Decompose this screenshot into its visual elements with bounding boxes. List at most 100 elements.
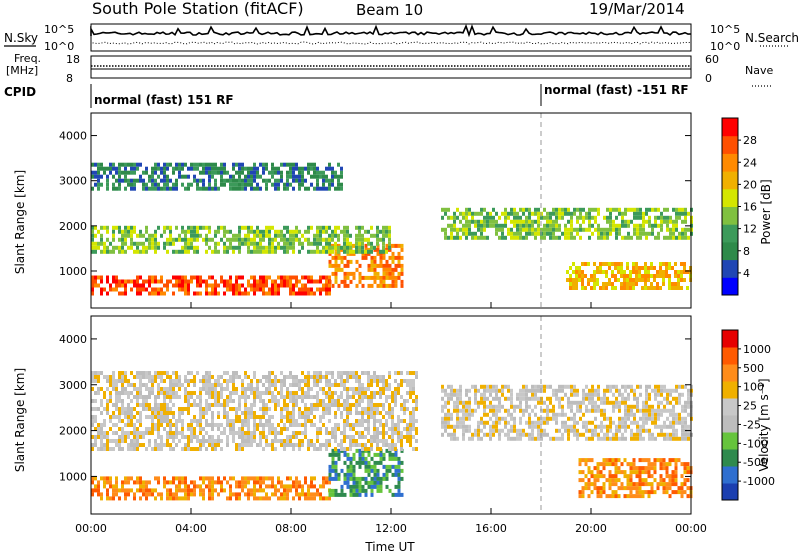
echo-cell xyxy=(196,279,199,284)
echo-cell xyxy=(370,488,374,493)
echo-cell xyxy=(591,231,594,236)
echo-cell xyxy=(453,211,456,216)
echo-cell xyxy=(510,412,513,417)
echo-cell xyxy=(603,412,606,417)
echo-cell xyxy=(109,375,112,379)
echo-cell xyxy=(666,219,669,224)
echo-cell xyxy=(289,383,292,387)
echo-cell xyxy=(181,427,184,431)
echo-cell xyxy=(546,416,549,421)
echo-cell xyxy=(400,279,404,284)
echo-cell xyxy=(160,391,163,395)
echo-cell xyxy=(328,283,331,288)
echo-cell xyxy=(133,182,136,187)
echo-cell xyxy=(289,439,292,443)
echo-cell xyxy=(154,182,157,187)
echo-cell xyxy=(636,420,639,425)
echo-cell xyxy=(346,249,349,254)
echo-cell xyxy=(103,431,106,435)
echo-cell xyxy=(187,229,190,234)
echo-cell xyxy=(115,415,118,419)
echo-cell xyxy=(226,435,229,439)
echo-cell xyxy=(370,435,373,439)
echo-cell xyxy=(307,383,310,387)
echo-cell xyxy=(337,423,340,427)
echo-cell xyxy=(184,287,187,292)
echo-cell xyxy=(223,170,226,175)
echo-cell xyxy=(163,182,166,187)
echo-cell xyxy=(313,403,316,407)
echo-cell xyxy=(97,484,100,489)
echo-cell xyxy=(247,431,250,435)
echo-cell xyxy=(376,427,379,431)
echo-cell xyxy=(388,271,392,276)
echo-cell xyxy=(151,447,154,451)
echo-cell xyxy=(190,166,193,171)
echo-cell xyxy=(241,237,244,242)
echo-cell xyxy=(596,494,600,499)
echo-cell xyxy=(154,245,157,250)
echo-cell xyxy=(187,395,190,399)
echo-cell xyxy=(205,233,208,238)
echo-cell xyxy=(638,494,642,499)
echo-cell xyxy=(247,387,250,391)
echo-cell xyxy=(112,229,115,234)
echo-cell xyxy=(91,415,94,419)
echo-cell xyxy=(337,452,341,457)
echo-cell xyxy=(579,227,582,232)
echo-cell xyxy=(163,174,166,179)
echo-cell xyxy=(501,384,504,389)
echo-cell xyxy=(229,407,232,411)
echo-cell xyxy=(214,480,217,485)
echo-cell xyxy=(346,476,350,481)
echo-cell xyxy=(337,255,341,260)
echo-cell xyxy=(133,229,136,234)
echo-cell xyxy=(322,283,325,288)
echo-cell xyxy=(286,415,289,419)
echo-cell xyxy=(241,166,244,171)
echo-cell xyxy=(651,420,654,425)
echo-cell xyxy=(367,241,370,246)
echo-cell xyxy=(286,178,289,183)
echo-cell xyxy=(220,162,223,167)
echo-cell xyxy=(127,443,130,447)
echo-cell xyxy=(660,384,663,389)
echo-cell xyxy=(229,178,232,183)
echo-cell xyxy=(151,275,154,280)
echo-cell xyxy=(316,178,319,183)
echo-cell xyxy=(280,439,283,443)
echo-cell xyxy=(274,383,277,387)
echo-cell xyxy=(572,262,575,266)
echo-cell xyxy=(620,470,624,475)
echo-cell xyxy=(672,424,675,429)
echo-cell xyxy=(540,384,543,389)
echo-cell xyxy=(196,166,199,171)
echo-cell xyxy=(220,237,223,242)
echo-cell xyxy=(468,404,471,409)
echo-cell xyxy=(271,245,274,250)
colorbar-swatch xyxy=(722,259,738,278)
echo-cell xyxy=(289,423,292,427)
echo-cell xyxy=(298,287,301,292)
echo-cell xyxy=(163,399,166,403)
echo-cell xyxy=(133,496,136,501)
echo-cell xyxy=(668,262,671,266)
echo-cell xyxy=(160,371,163,375)
echo-cell xyxy=(325,431,328,435)
echo-cell xyxy=(253,431,256,435)
echo-cell xyxy=(154,407,157,411)
echo-cell xyxy=(561,388,564,393)
echo-cell xyxy=(118,488,121,493)
echo-cell xyxy=(612,392,615,397)
echo-cell xyxy=(298,439,301,443)
echo-cell xyxy=(465,400,468,405)
echo-cell xyxy=(271,427,274,431)
echo-cell xyxy=(352,472,356,477)
echo-cell xyxy=(627,416,630,421)
echo-cell xyxy=(259,423,262,427)
echo-cell xyxy=(262,166,265,171)
echo-cell xyxy=(265,443,268,447)
echo-cell xyxy=(322,407,325,411)
echo-cell xyxy=(226,245,229,250)
echo-cell xyxy=(193,480,196,485)
